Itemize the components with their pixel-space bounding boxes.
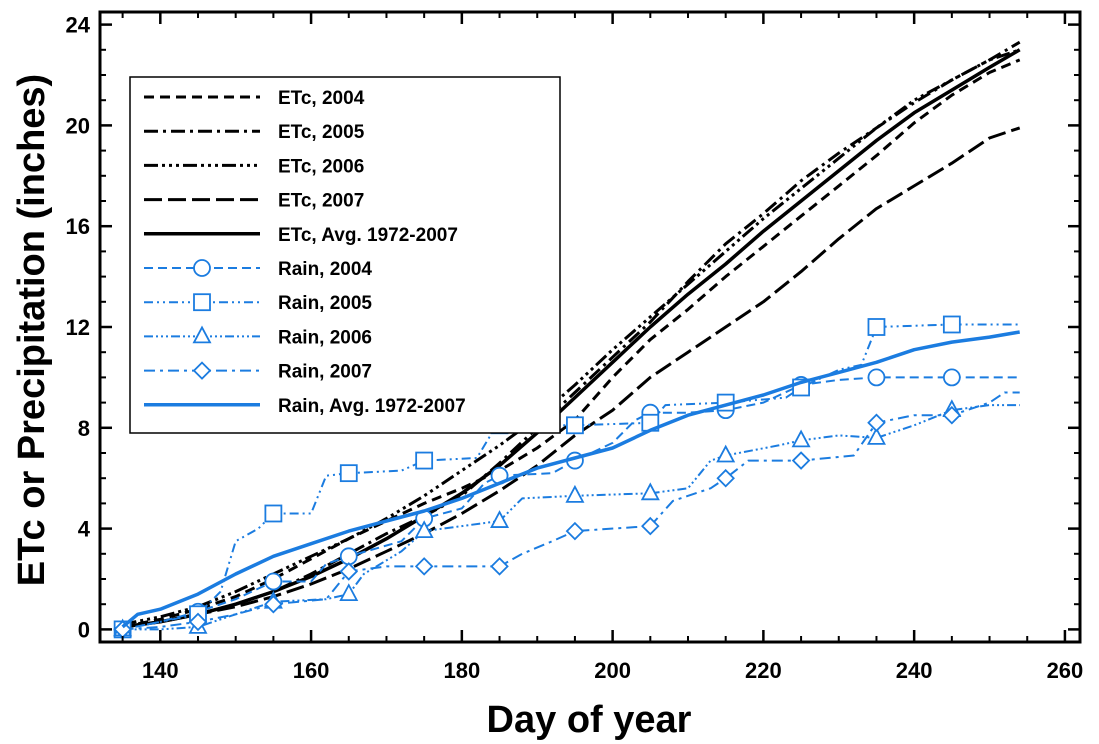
series-marker (339, 583, 359, 602)
series-layer (113, 40, 1021, 639)
legend-marker (193, 293, 211, 312)
series-marker (640, 482, 660, 501)
x-tick-label: 240 (896, 658, 933, 683)
legend-label: Rain, 2004 (278, 259, 372, 280)
x-tick-label: 160 (293, 658, 330, 683)
y-tick-label: 16 (66, 214, 90, 239)
legend-label: ETc, 2004 (278, 88, 365, 109)
series-marker (866, 426, 886, 445)
legend-label: ETc, 2006 (278, 156, 364, 177)
series-marker (490, 557, 509, 576)
x-tick-label: 180 (443, 658, 480, 683)
series-marker (339, 547, 358, 566)
legend-label: Rain, 2005 (278, 293, 372, 314)
legend-label: ETc, 2005 (278, 122, 365, 143)
series-marker (867, 368, 886, 387)
x-tick-label: 260 (1047, 658, 1084, 683)
series-marker (716, 444, 736, 463)
legend-label: Rain, 2007 (278, 362, 372, 383)
series-marker (414, 557, 434, 576)
series-10 (121, 330, 1020, 629)
series-marker (641, 516, 660, 536)
series-marker (942, 368, 961, 387)
x-tick-label: 140 (142, 658, 179, 683)
series-marker (264, 572, 283, 591)
y-tick-label: 12 (66, 315, 90, 340)
legend-marker (192, 325, 212, 344)
legend-marker (192, 361, 212, 380)
series-marker (867, 413, 886, 433)
series-marker (942, 315, 961, 334)
series-marker (791, 429, 811, 448)
series-marker (490, 510, 510, 528)
legend-marker (193, 259, 211, 277)
series-marker (415, 451, 434, 470)
series-marker (414, 520, 434, 539)
x-axis-title: Day of year (487, 699, 692, 741)
y-tick-label: 8 (78, 416, 90, 441)
series-marker (339, 464, 358, 483)
legend: ETc, 2004 ETc, 2005 ETc, 2006 ETc, 2007 ETc,… (129, 76, 561, 434)
series-line (122, 404, 1020, 631)
series-marker (264, 504, 283, 523)
legend-label: Rain, Avg. 1972-2007 (278, 396, 466, 417)
series-marker (565, 484, 585, 503)
series-marker (942, 405, 962, 425)
legend-label: ETc, 2007 (278, 191, 364, 212)
y-tick-label: 24 (66, 13, 91, 38)
series-marker (565, 521, 585, 541)
legend-label: Rain, 2006 (278, 327, 372, 348)
legend-label: ETc, Avg. 1972-2007 (278, 225, 458, 246)
series-marker (188, 612, 208, 632)
x-tick-label: 200 (594, 658, 631, 683)
y-axis-title: ETc or Precipitation (inches) (11, 74, 53, 586)
series-marker (339, 562, 359, 581)
y-tick-label: 0 (78, 617, 90, 642)
x-tick-label: 220 (745, 658, 782, 683)
series-marker (566, 416, 584, 435)
series-line (121, 330, 1020, 629)
y-tick-label: 4 (78, 517, 91, 542)
series-marker (264, 594, 283, 614)
series-line (122, 391, 1020, 631)
series-marker (867, 318, 886, 336)
series-marker (791, 451, 811, 470)
series-marker (716, 468, 735, 488)
y-tick-label: 20 (66, 113, 90, 138)
axis-layer: 140 160 180 200 220 240 260 0 4 8 12 16 20 24 (66, 10, 1084, 683)
series-9 (113, 391, 1020, 639)
